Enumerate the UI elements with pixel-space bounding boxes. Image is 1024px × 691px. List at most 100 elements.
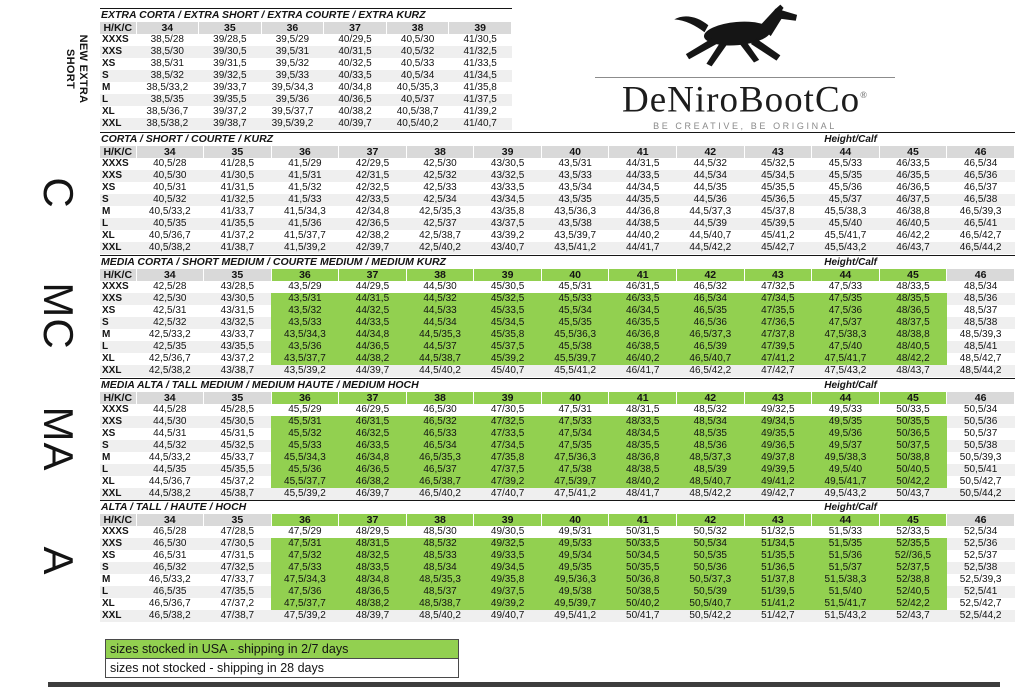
size-col-header: 41 bbox=[608, 514, 677, 526]
size-col-header: 37 bbox=[338, 269, 407, 281]
size-cell: 40,5/35 bbox=[136, 218, 204, 230]
size-cell: 51/37,8 bbox=[744, 574, 812, 586]
size-cell: 40/33,5 bbox=[323, 70, 387, 82]
size-cell: 48,5/40,2 bbox=[406, 610, 474, 622]
height-calf-label: Height/Calf bbox=[824, 502, 877, 513]
size-cell: 41/30,5 bbox=[203, 170, 272, 182]
size-cell: 50,5/36 bbox=[946, 416, 1015, 428]
size-cell: 38,5/33,2 bbox=[146, 82, 189, 93]
size-cell: 43,5/36,3 bbox=[554, 206, 597, 217]
size-cell: 50/41,7 bbox=[608, 610, 677, 622]
size-cell: 50/36,5 bbox=[879, 428, 947, 440]
size-cell: 42/32,5 bbox=[355, 182, 390, 193]
size-col-header: 35 bbox=[203, 392, 272, 404]
size-cell: 47/33,5 bbox=[473, 428, 542, 440]
size-cell: 39/30,5 bbox=[198, 46, 262, 58]
size-cell: 39,5/39,2 bbox=[261, 118, 324, 130]
size-cell: 48,5/37,3 bbox=[676, 452, 745, 464]
size-cell: 43/32,5 bbox=[473, 170, 542, 182]
size-cell: 46,5/37 bbox=[963, 182, 998, 193]
size-cell: 47/35,5 bbox=[203, 586, 272, 598]
size-cell: 49/37,5 bbox=[473, 586, 542, 598]
size-col-header: 40 bbox=[541, 514, 610, 526]
row-label: XXS bbox=[100, 46, 136, 58]
size-col-header: 39 bbox=[473, 392, 542, 404]
size-cell: 43,5/34 bbox=[558, 182, 592, 193]
size-cell: 46/36,5 bbox=[338, 464, 407, 476]
size-cell: 52,5/37 bbox=[963, 550, 998, 561]
side-label-extra-short: NEW EXTRA SHORT bbox=[64, 34, 90, 103]
size-cell: 43/35,5 bbox=[203, 341, 272, 353]
size-cell: 48/31,5 bbox=[626, 404, 660, 415]
row-label: M bbox=[102, 452, 111, 463]
size-cell: 52,5/36 bbox=[946, 538, 1015, 550]
row-label: XXS bbox=[100, 416, 136, 428]
size-cell: 50,5/34 bbox=[676, 538, 745, 550]
size-cell: 47/36,5 bbox=[744, 317, 812, 329]
size-cell: 46/33,5 bbox=[608, 293, 677, 305]
size-cell: 49,5/35 bbox=[541, 562, 609, 574]
size-cell: 51/36,5 bbox=[744, 562, 812, 574]
section-title: MEDIA CORTA / SHORT MEDIUM / COURTE MEDI… bbox=[101, 256, 446, 268]
size-cell: 45/37,5 bbox=[473, 341, 542, 353]
size-cell: 41,5/33 bbox=[271, 194, 339, 206]
brand-tagline: BE CREATIVE, BE ORIGINAL bbox=[653, 121, 837, 132]
size-cell: 43,5/34,3 bbox=[271, 329, 339, 341]
size-cell: 46,5/30 bbox=[136, 538, 204, 550]
size-cell: 51/35,5 bbox=[744, 550, 812, 562]
size-cell: 45,5/31 bbox=[271, 416, 339, 428]
row-label: XXXS bbox=[102, 34, 129, 45]
size-cell: 39,5/31 bbox=[261, 46, 324, 58]
size-col-header: 38 bbox=[406, 514, 475, 526]
size-cell: 49,5/35 bbox=[811, 416, 880, 428]
size-cell: 46/35,5 bbox=[608, 317, 677, 329]
size-cell: 45/37,2 bbox=[220, 476, 255, 487]
size-cell: 44/38,2 bbox=[338, 353, 407, 365]
size-cell: 47/30,5 bbox=[203, 538, 272, 550]
size-cell: 46,5/42,7 bbox=[959, 230, 1002, 241]
size-cell: 46/38,8 bbox=[896, 206, 930, 217]
side-label-short: C bbox=[35, 176, 82, 209]
row-label: XL bbox=[102, 106, 115, 117]
size-cell: 46/42,2 bbox=[896, 230, 930, 241]
size-cell: 44/31,5 bbox=[338, 293, 407, 305]
size-cell: 44,5/32 bbox=[406, 293, 474, 305]
row-label: S bbox=[100, 70, 136, 82]
size-cell: 48/36,8 bbox=[608, 452, 677, 464]
size-cell: 49/36,5 bbox=[744, 440, 812, 452]
size-cell: 52,5/41 bbox=[946, 586, 1015, 598]
size-cell: 43/33,5 bbox=[490, 182, 525, 193]
size-cell: 41,5/39,2 bbox=[271, 242, 339, 254]
size-cell: 50/36,8 bbox=[608, 574, 677, 586]
size-cell: 48,5/39 bbox=[676, 464, 745, 476]
size-cell: 48/42,2 bbox=[879, 353, 947, 365]
row-label: XXL bbox=[100, 610, 136, 622]
size-cell: 43/40,7 bbox=[473, 242, 542, 254]
size-col-header: 44 bbox=[811, 514, 880, 526]
size-cell: 48,5/32 bbox=[406, 538, 474, 550]
size-cell: 38,5/31 bbox=[150, 58, 184, 69]
size-cell: 47,5/29 bbox=[288, 526, 322, 537]
size-cell: 48,5/38 bbox=[946, 317, 1015, 329]
size-cell: 48,5/34 bbox=[963, 281, 998, 292]
size-cell: 44,5/32 bbox=[693, 158, 727, 169]
size-cell: 41,5/37,7 bbox=[284, 230, 326, 241]
size-cell: 46,5/32 bbox=[693, 281, 727, 292]
size-cell: 47,5/37 bbox=[811, 317, 880, 329]
size-cell: 44,5/35,3 bbox=[406, 329, 474, 341]
size-cell: 40,5/30 bbox=[400, 34, 435, 45]
size-cell: 44,5/35 bbox=[136, 464, 204, 476]
size-cell: 43,5/33 bbox=[541, 170, 609, 182]
size-cell: 46,5/31 bbox=[153, 550, 187, 561]
size-cell: 46,5/36 bbox=[676, 317, 745, 329]
size-cell: 45/31,5 bbox=[220, 428, 255, 439]
size-cell: 46,5/40,2 bbox=[406, 488, 474, 500]
size-cell: 48/38,5 bbox=[608, 464, 677, 476]
corner-header: H/K/C bbox=[100, 392, 137, 404]
height-calf-label: Height/Calf bbox=[824, 380, 877, 391]
size-col-header: 35 bbox=[203, 146, 272, 158]
size-cell: 52//36,5 bbox=[879, 550, 947, 562]
size-cell: 49,5/39,7 bbox=[541, 598, 609, 610]
size-cell: 43/28,5 bbox=[220, 281, 255, 292]
size-cell: 51,5/38,3 bbox=[811, 574, 880, 586]
